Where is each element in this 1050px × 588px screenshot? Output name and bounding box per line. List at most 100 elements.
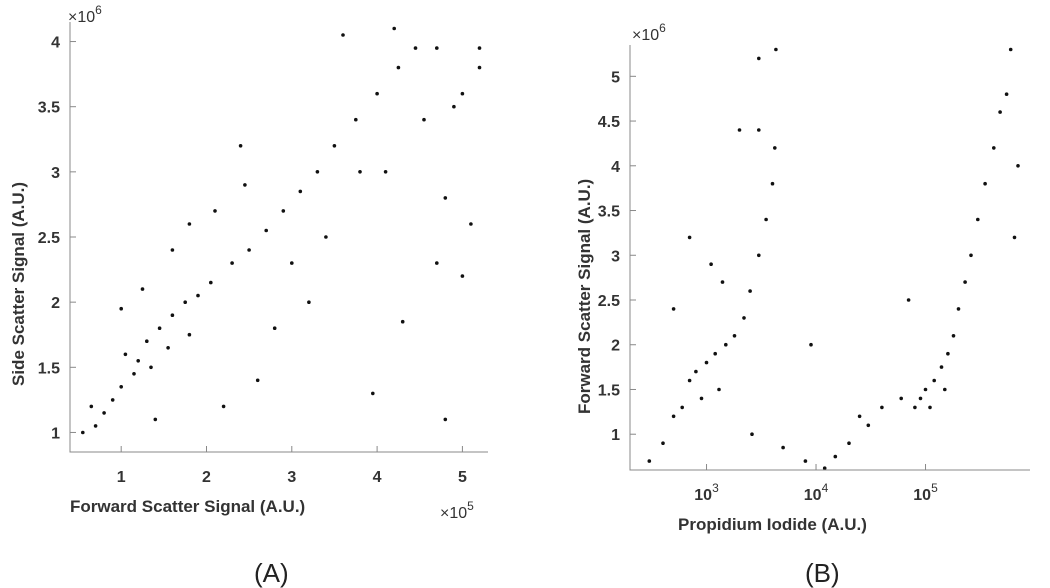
panel-a-data-point	[119, 385, 123, 389]
panel-b-data-point	[932, 378, 936, 383]
panel-b-scatter-plot: 103 104 105 1 1.5 2 2.5 3 3.5 4 4.5 5 Propidium Io…	[575, 21, 1030, 588]
panel-a-data-point	[375, 91, 379, 96]
panel-a-data-point	[157, 326, 162, 331]
panel-a-data-point	[264, 228, 269, 233]
panel-b-data-point	[748, 289, 752, 293]
panel-a-y-multiplier-base: ×10	[68, 9, 95, 26]
panel-b-y-tick-label: 4	[611, 159, 620, 176]
panel-b-data-point	[709, 262, 713, 267]
panel-b-y-multiplier: ×106	[632, 21, 666, 44]
panel-a-data-point	[123, 352, 128, 357]
panel-a-y-tick-label: 2	[51, 295, 60, 312]
panel-b-data-point	[847, 441, 851, 446]
panel-b-label: (B)	[805, 558, 840, 588]
panel-b-y-multiplier-base: ×10	[632, 27, 659, 44]
panel-b-data-point	[969, 253, 973, 258]
panel-a-data-point	[298, 189, 303, 194]
panel-a-points	[81, 26, 482, 435]
panel-b-data-point	[713, 351, 717, 356]
panel-a-data-point	[196, 293, 200, 298]
panel-a-data-point	[230, 261, 234, 265]
panel-a-x-axis-label: Forward Scatter Signal (A.U.)	[70, 497, 305, 516]
panel-b-data-point	[724, 342, 728, 347]
panel-a-x-multiplier: ×105	[440, 499, 474, 522]
panel-b-data-point	[720, 280, 725, 284]
panel-a-data-point	[272, 326, 277, 331]
panel-a-data-point	[452, 104, 456, 109]
panel-a-data-point	[413, 46, 418, 50]
panel-a-y-axis-label: Side Scatter Signal (A.U.)	[9, 182, 28, 386]
panel-b-data-point	[998, 110, 1002, 114]
panel-b-y-tick-label: 2.5	[598, 293, 620, 310]
panel-b-data-point	[833, 454, 838, 459]
panel-b-data-point	[939, 365, 944, 369]
panel-a-data-point	[477, 46, 482, 50]
panel-b-data-point	[661, 441, 665, 446]
panel-b-y-tick-label: 2	[611, 338, 620, 355]
panel-a-data-point	[354, 117, 358, 122]
panel-a-y-tick-label: 4	[51, 35, 60, 52]
panel-b-data-point	[742, 316, 746, 320]
panel-a-x-tick-label: 1	[117, 469, 126, 486]
panel-b-data-point	[918, 396, 923, 401]
panel-b-data-point	[899, 396, 903, 401]
panel-b-data-point	[976, 217, 980, 222]
panel-a-data-point	[110, 398, 115, 402]
panel-a-data-point	[243, 183, 247, 187]
panel-a-data-point	[183, 300, 187, 305]
panel-a-x-multiplier-base: ×10	[440, 505, 467, 522]
panel-a-scatter-plot: 1 2 3 4 5 1 1.5 2 2.5 3 3.5 4 Forward Scatter Sign…	[9, 3, 488, 588]
panel-a-data-point	[119, 306, 123, 311]
panel-b-data-point	[717, 387, 721, 392]
panel-b-data-point	[956, 307, 961, 311]
panel-b-data-point	[822, 466, 827, 471]
panel-a-data-point	[221, 404, 226, 409]
panel-b-data-point	[671, 414, 676, 419]
panel-a-y-tick-label: 3	[51, 165, 60, 182]
panel-a-data-point	[187, 332, 192, 337]
panel-a-data-point	[392, 26, 397, 31]
panel-b-data-point	[1008, 47, 1013, 52]
panel-b-axes	[629, 45, 1030, 471]
panel-b-data-point	[913, 405, 917, 410]
panel-a-y-tick-label: 3.5	[38, 100, 60, 117]
panel-b-x-axis-label: Propidium Iodide (A.U.)	[678, 515, 867, 534]
panel-b-data-point	[680, 405, 684, 410]
panel-b-data-point	[737, 128, 742, 132]
panel-a-data-point	[153, 417, 158, 422]
panel-a-data-point	[238, 144, 243, 148]
panel-b-data-point	[983, 181, 987, 186]
panel-b-data-point	[803, 459, 808, 463]
panel-a-data-point	[209, 280, 213, 285]
panel-a-data-point	[383, 170, 388, 174]
panel-a-axes	[69, 22, 488, 453]
panel-b-data-point	[992, 146, 996, 150]
panel-b-data-point	[943, 387, 947, 392]
panel-b-data-point	[757, 253, 761, 258]
panel-a-data-point	[460, 274, 465, 278]
panel-b-data-point	[732, 334, 737, 338]
panel-a-data-point	[443, 417, 448, 422]
panel-a-data-point	[281, 209, 286, 213]
panel-a-data-point	[170, 313, 175, 318]
panel-a-data-point	[136, 359, 140, 363]
panel-a-data-point	[443, 196, 448, 200]
panel-a-x-multiplier-exp: 5	[467, 499, 474, 513]
panel-a-label: (A)	[254, 558, 289, 588]
panel-a-data-point	[145, 339, 149, 344]
panel-b-data-point	[757, 56, 761, 61]
panel-a-x-tick-label: 4	[373, 469, 382, 486]
panel-a-data-point	[307, 300, 311, 305]
panel-a-data-point	[93, 424, 98, 428]
panel-b-data-point	[764, 217, 768, 222]
panel-b-data-point	[866, 423, 871, 428]
panel-a-data-point	[435, 261, 439, 265]
panel-b-y-tick-label: 5	[611, 69, 620, 86]
panel-b-data-point	[1016, 164, 1020, 168]
panel-b-data-point	[906, 298, 911, 302]
panel-a-y-tick-label: 1.5	[38, 360, 60, 377]
panel-a-data-point	[332, 144, 337, 148]
panel-b-points	[647, 47, 1020, 471]
panel-b-data-point	[928, 405, 932, 410]
